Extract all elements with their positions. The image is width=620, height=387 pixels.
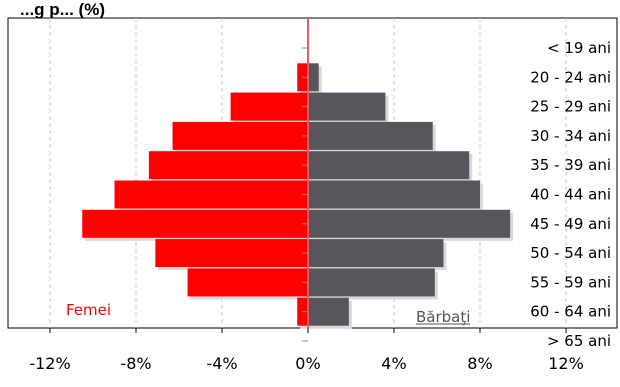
axis-ticks bbox=[302, 47, 308, 342]
bar-femei bbox=[82, 209, 308, 238]
bar-femei bbox=[155, 239, 308, 268]
category-label: > 65 ani bbox=[547, 332, 611, 350]
category-label: 30 - 34 ani bbox=[530, 127, 611, 145]
bar-barbati bbox=[308, 92, 386, 121]
category-label: 35 - 39 ani bbox=[530, 156, 611, 174]
bar-barbati bbox=[308, 180, 480, 209]
x-tick-label: 8% bbox=[467, 354, 492, 373]
bar-femei bbox=[114, 180, 308, 209]
category-labels: > 65 ani 60 - 64 ani 55 - 59 ani 50 - 54 an… bbox=[530, 39, 611, 350]
bar-barbati bbox=[308, 121, 433, 150]
category-label: 20 - 24 ani bbox=[530, 68, 611, 86]
chart-title: ...g p... (%) bbox=[20, 0, 105, 19]
category-label: < 19 ani bbox=[547, 39, 611, 57]
category-label: 50 - 54 ani bbox=[530, 244, 611, 262]
bar-barbati bbox=[308, 209, 511, 238]
bar-barbati bbox=[308, 268, 435, 297]
bars-group bbox=[82, 63, 511, 326]
bar-femei bbox=[187, 268, 308, 297]
bar-femei bbox=[148, 151, 308, 180]
bar-barbati bbox=[308, 239, 444, 268]
x-tick-label: 4% bbox=[381, 354, 406, 373]
legend-femei: Femei bbox=[66, 301, 111, 319]
x-tick-label: -8% bbox=[120, 354, 151, 373]
category-label: 40 - 44 ani bbox=[530, 186, 611, 204]
category-label: 60 - 64 ani bbox=[530, 303, 611, 321]
bar-barbati bbox=[308, 151, 470, 180]
category-label: 55 - 59 ani bbox=[530, 273, 611, 291]
category-label: 45 - 49 ani bbox=[530, 215, 611, 233]
x-axis-tick-labels: -12% -8% -4% 0% 4% 8% 12% bbox=[29, 328, 584, 373]
bar-femei bbox=[230, 92, 308, 121]
category-label: 25 - 29 ani bbox=[530, 98, 611, 116]
x-tick-label: -4% bbox=[206, 354, 237, 373]
bar-barbati bbox=[308, 63, 319, 92]
x-tick-label: 0% bbox=[295, 354, 320, 373]
bar-femei bbox=[172, 121, 308, 150]
bar-barbati bbox=[308, 297, 349, 326]
x-tick-label: 12% bbox=[548, 354, 584, 373]
x-tick-label: -12% bbox=[29, 354, 70, 373]
legend-barbati: Bărbaţi bbox=[416, 308, 470, 326]
